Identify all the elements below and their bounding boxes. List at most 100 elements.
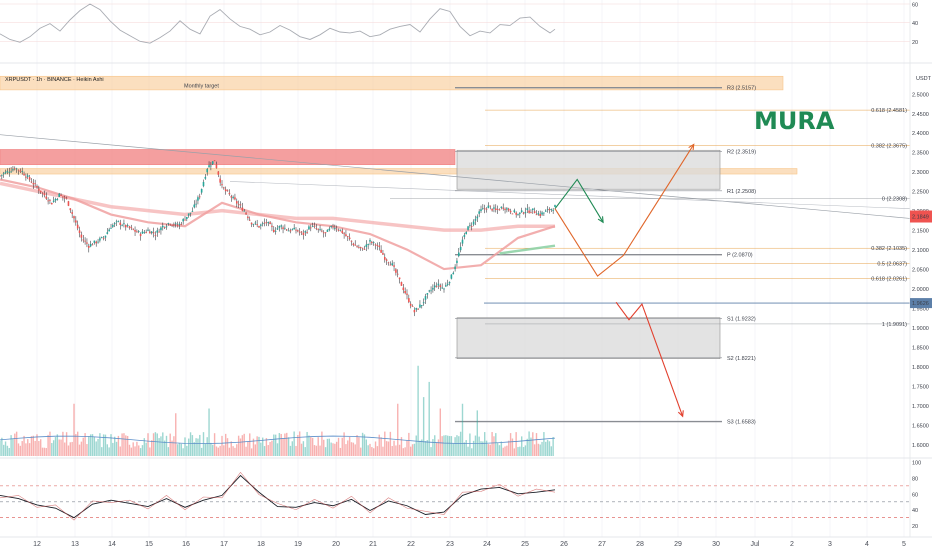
volume-bar: [500, 441, 503, 456]
volume-bar: [293, 431, 295, 456]
volume-bar: [30, 436, 33, 456]
candle-body: [171, 224, 173, 226]
candle-body: [483, 208, 486, 210]
volume-bar: [419, 440, 421, 456]
rsi-tick-label: 40: [912, 508, 918, 514]
candle-body: [260, 224, 262, 226]
candle-body: [456, 260, 458, 263]
volume-bar: [502, 447, 504, 456]
volume-bar: [504, 446, 506, 456]
candle-body: [352, 243, 355, 246]
candle-body: [208, 165, 210, 168]
volume-bar: [73, 403, 75, 456]
volume-bar: [180, 443, 182, 456]
volume-bar: [256, 436, 258, 456]
volume-bar: [4, 441, 7, 456]
price-axis[interactable]: 2.50002.45002.40002.35002.30002.25002.20…: [909, 0, 932, 537]
projection-bullish-short: [554, 178, 604, 223]
volume-bar: [40, 439, 42, 456]
volume-bar: [134, 446, 136, 456]
volume-bar: [434, 435, 436, 456]
candle-body: [387, 262, 390, 264]
candle-body: [393, 265, 395, 267]
candle-body: [480, 209, 482, 212]
candle-body: [265, 222, 268, 224]
candle-body: [396, 273, 399, 275]
volume-bar: [162, 432, 164, 456]
volume-bar: [326, 438, 329, 456]
volume-bar: [521, 436, 523, 456]
candle-body: [243, 210, 245, 212]
time-axis[interactable]: 12 13 14 15 16 17 18 19 20 21 22 23 24 25 26 27 28 29 30 Ju…: [33, 541, 906, 548]
candle-body: [532, 208, 534, 210]
candle-body: [408, 298, 410, 303]
volume-bar: [352, 442, 355, 456]
candle-body: [197, 197, 199, 201]
candle-body: [54, 198, 57, 201]
candle-body: [298, 231, 301, 233]
price-pane[interactable]: Monthly target R3 (2.5157) R2 (2.3519) R1 (…: [0, 75, 911, 426]
volume-bar: [41, 447, 44, 456]
volume-bar: [121, 433, 123, 456]
candle-body: [76, 224, 79, 229]
time-tick-label: 3: [828, 541, 832, 548]
candle-body: [17, 169, 20, 171]
volume-bar: [482, 441, 484, 456]
volume-bar: [154, 432, 157, 456]
projection-arrowhead: [688, 143, 695, 151]
volume-bar: [348, 436, 351, 456]
candle-body: [106, 232, 109, 234]
volume-bar: [495, 433, 497, 456]
candle-body: [160, 227, 162, 231]
candle-body: [267, 222, 270, 224]
candle-body: [461, 239, 464, 244]
volume-bar: [3, 444, 5, 456]
candle-body: [519, 212, 521, 214]
volume-bar: [184, 437, 186, 456]
volume-bar: [151, 440, 153, 456]
volume-bar: [77, 431, 79, 456]
volume-bar: [380, 437, 382, 456]
volume-bar: [84, 433, 86, 456]
rsi-line: [0, 474, 556, 519]
volume-bar: [515, 432, 517, 456]
volume-bar: [476, 410, 478, 456]
candle-body: [91, 244, 94, 246]
currency-label: USDT: [916, 76, 932, 82]
volume-bar: [465, 440, 467, 456]
volume-bar: [221, 435, 223, 456]
volume-bar: [347, 440, 349, 456]
oscillator-top-pane: 60 40 20: [0, 3, 918, 46]
candle-body: [378, 245, 381, 247]
candle-body: [100, 237, 103, 238]
volume-bar: [141, 445, 144, 456]
candle-body: [291, 229, 294, 231]
candle-body: [321, 230, 323, 232]
volume-bar: [106, 444, 108, 456]
supply-demand-zone: [456, 317, 721, 359]
volume-bar: [341, 437, 343, 456]
candle-body: [511, 213, 514, 215]
volume-bar: [91, 434, 94, 456]
price-tick-label: 1.7500: [912, 384, 929, 390]
volume-bar: [10, 435, 12, 456]
volume-bar: [186, 445, 188, 456]
candle-body: [178, 223, 181, 226]
candle-body: [84, 240, 86, 242]
candle-body: [537, 213, 540, 215]
candle-body: [469, 224, 471, 226]
volume-bar: [509, 433, 512, 456]
volume-bar: [528, 431, 530, 456]
candle-body: [75, 220, 77, 223]
volume-bar: [152, 433, 155, 456]
candle-body: [256, 224, 258, 225]
volume-bar: [128, 444, 131, 456]
price-tick-label: 1.8500: [912, 345, 929, 351]
candle-body: [193, 204, 196, 208]
candle-body: [474, 219, 477, 221]
volume-bar: [208, 408, 210, 456]
candle-body: [526, 208, 529, 210]
volume-bar: [228, 447, 231, 456]
candle-body: [515, 212, 517, 215]
